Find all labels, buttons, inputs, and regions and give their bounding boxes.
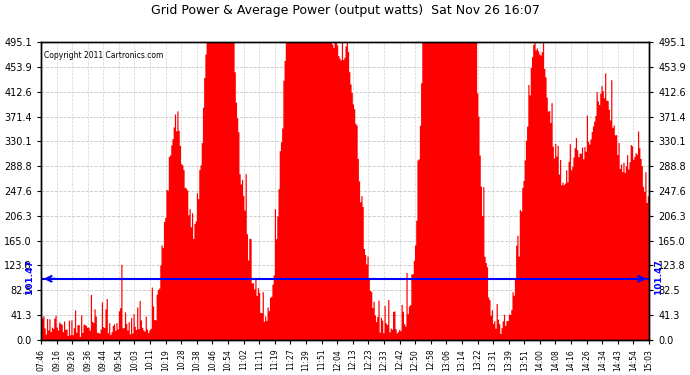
Text: Grid Power & Average Power (output watts)  Sat Nov 26 16:07: Grid Power & Average Power (output watts… [150, 4, 540, 17]
Text: 101.47: 101.47 [26, 260, 35, 298]
Text: Copyright 2011 Cartronics.com: Copyright 2011 Cartronics.com [44, 51, 164, 60]
Text: 101.47: 101.47 [655, 260, 664, 298]
